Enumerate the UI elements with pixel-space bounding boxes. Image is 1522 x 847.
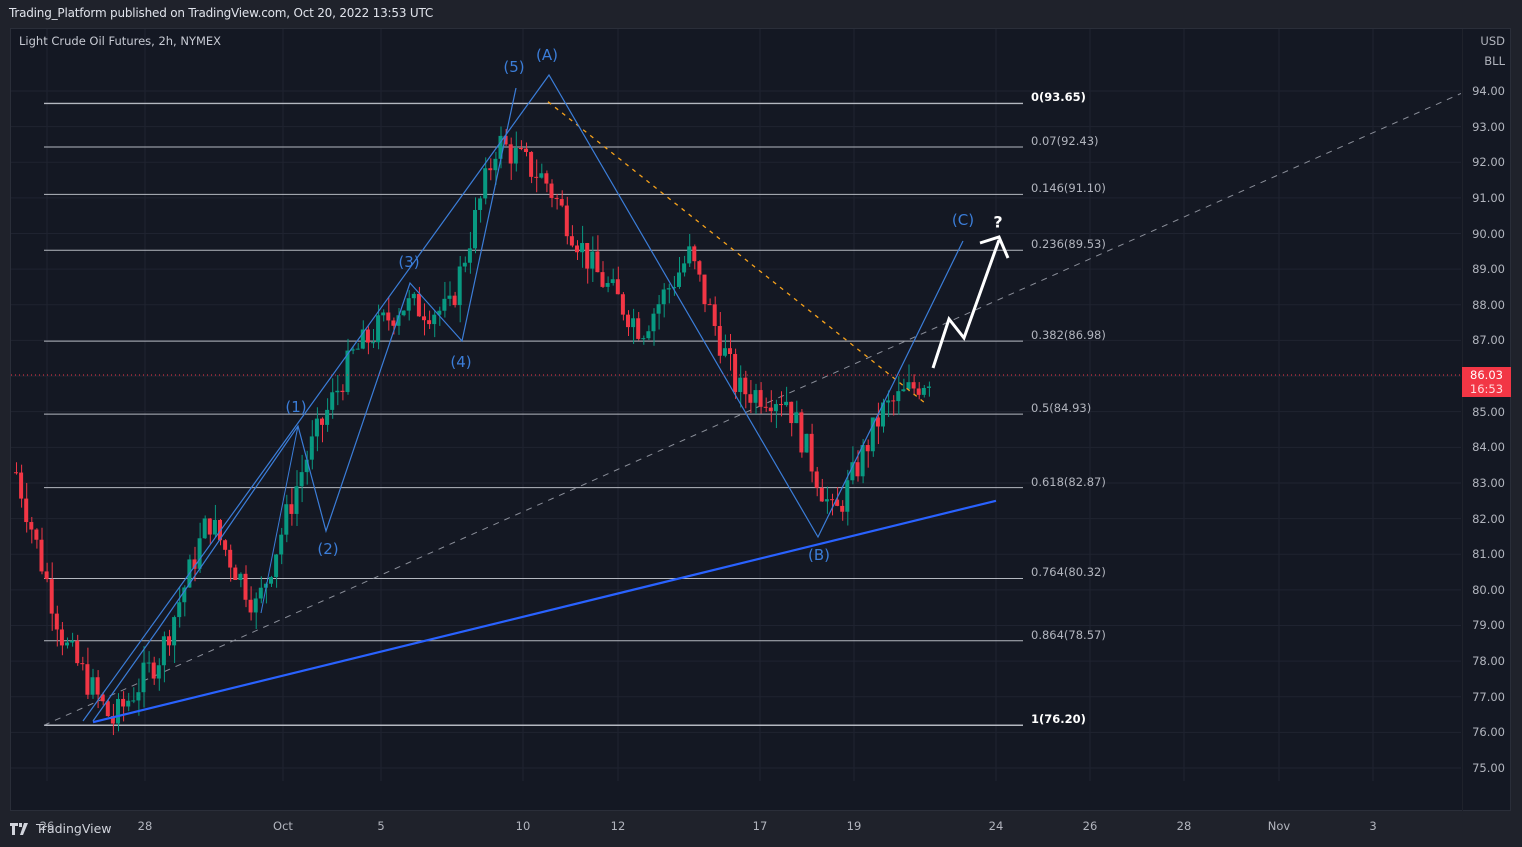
price-tick-label: 84.00	[1472, 440, 1505, 455]
unit-label: BLL	[1484, 54, 1505, 68]
price-tick-label: 75.00	[1472, 761, 1505, 775]
wave-label: (4)	[450, 353, 472, 371]
fib-level-label: 0.236(89.53)	[1031, 237, 1106, 252]
fib-level-label: 0.764(80.32)	[1031, 565, 1106, 580]
price-tick-label: 90.00	[1472, 226, 1505, 241]
price-tick-label: 94.00	[1472, 84, 1505, 98]
current-price: 86.03	[1470, 367, 1503, 382]
time-tick-label: 5	[377, 819, 385, 833]
bar-countdown: 16:53	[1469, 381, 1504, 396]
currency-label: USD	[1480, 34, 1505, 48]
tradingview-logo[interactable]: TradingView	[10, 821, 112, 836]
wave-label: (A)	[536, 46, 558, 64]
price-tick-label: 83.00	[1472, 475, 1505, 490]
chart-canvas[interactable]	[11, 29, 1461, 812]
chart-plot-area[interactable]: Light Crude Oil Futures, 2h, NYMEX 0(93.…	[11, 29, 1461, 812]
tradingview-logo-icon	[10, 822, 28, 835]
fib-level-label: 0.618(82.87)	[1031, 474, 1106, 489]
time-tick-label: 26	[39, 819, 55, 833]
price-tick-label: 92.00	[1472, 155, 1505, 170]
time-tick-label: 24	[988, 819, 1004, 833]
question-annotation: ?	[993, 212, 1003, 232]
price-tick-label: 76.00	[1472, 725, 1505, 740]
current-price-badge: 86.03 16:53	[1462, 366, 1511, 397]
time-tick-label: 3	[1369, 819, 1377, 833]
fib-level-label: 0.382(86.98)	[1031, 328, 1106, 343]
price-tick-label: 79.00	[1472, 618, 1505, 633]
price-tick-label: 87.00	[1472, 333, 1505, 348]
fib-level-label: 0.146(91.10)	[1031, 181, 1106, 196]
fib-level-label: 1(76.20)	[1031, 712, 1086, 727]
chart-frame[interactable]: Light Crude Oil Futures, 2h, NYMEX 0(93.…	[10, 28, 1513, 833]
wave-label: (2)	[317, 540, 339, 558]
price-tick-label: 82.00	[1472, 511, 1505, 526]
price-tick-label: 88.00	[1472, 297, 1505, 312]
wave-label: (B)	[808, 546, 830, 564]
time-tick-label: 10	[515, 819, 531, 833]
wave-label: (3)	[398, 253, 420, 271]
price-tick-label: 93.00	[1472, 119, 1505, 134]
symbol-title: Light Crude Oil Futures, 2h, NYMEX	[19, 34, 222, 48]
price-tick-label: 81.00	[1472, 547, 1505, 562]
wave-label: (C)	[951, 211, 975, 229]
wave-label: (5)	[503, 58, 525, 76]
fib-level-label: 0.864(78.57)	[1031, 627, 1106, 642]
price-tick-label: 85.00	[1472, 404, 1505, 419]
time-tick-label: 12	[610, 819, 626, 833]
price-tick-label: 78.00	[1472, 654, 1505, 669]
fib-level-label: 0.5(84.93)	[1031, 401, 1092, 416]
price-tick-label: 91.00	[1472, 190, 1505, 205]
tradingview-brand: TradingView	[36, 821, 112, 836]
price-tick-label: 77.00	[1472, 689, 1505, 704]
time-tick-label: 26	[1082, 819, 1098, 833]
price-axis[interactable]: USD BLL 94.00 93.00 92.00 91.00 90.00 89.00 88…	[1462, 29, 1513, 812]
time-tick-label: 19	[846, 819, 862, 833]
fib-level-label: 0.07(92.43)	[1031, 133, 1099, 148]
time-tick-label: 28	[137, 819, 153, 833]
wave-label: (1)	[285, 398, 307, 416]
price-tick-label: 89.00	[1472, 262, 1505, 277]
fib-level-label: 0(93.65)	[1031, 90, 1086, 105]
time-tick-label: Oct	[273, 819, 293, 833]
price-tick-label: 80.00	[1472, 582, 1505, 597]
publish-info: Trading_Platform published on TradingVie…	[9, 6, 434, 20]
time-tick-label: Nov	[1267, 819, 1291, 833]
time-tick-label: 28	[1176, 819, 1192, 833]
time-tick-label: 17	[752, 819, 768, 833]
